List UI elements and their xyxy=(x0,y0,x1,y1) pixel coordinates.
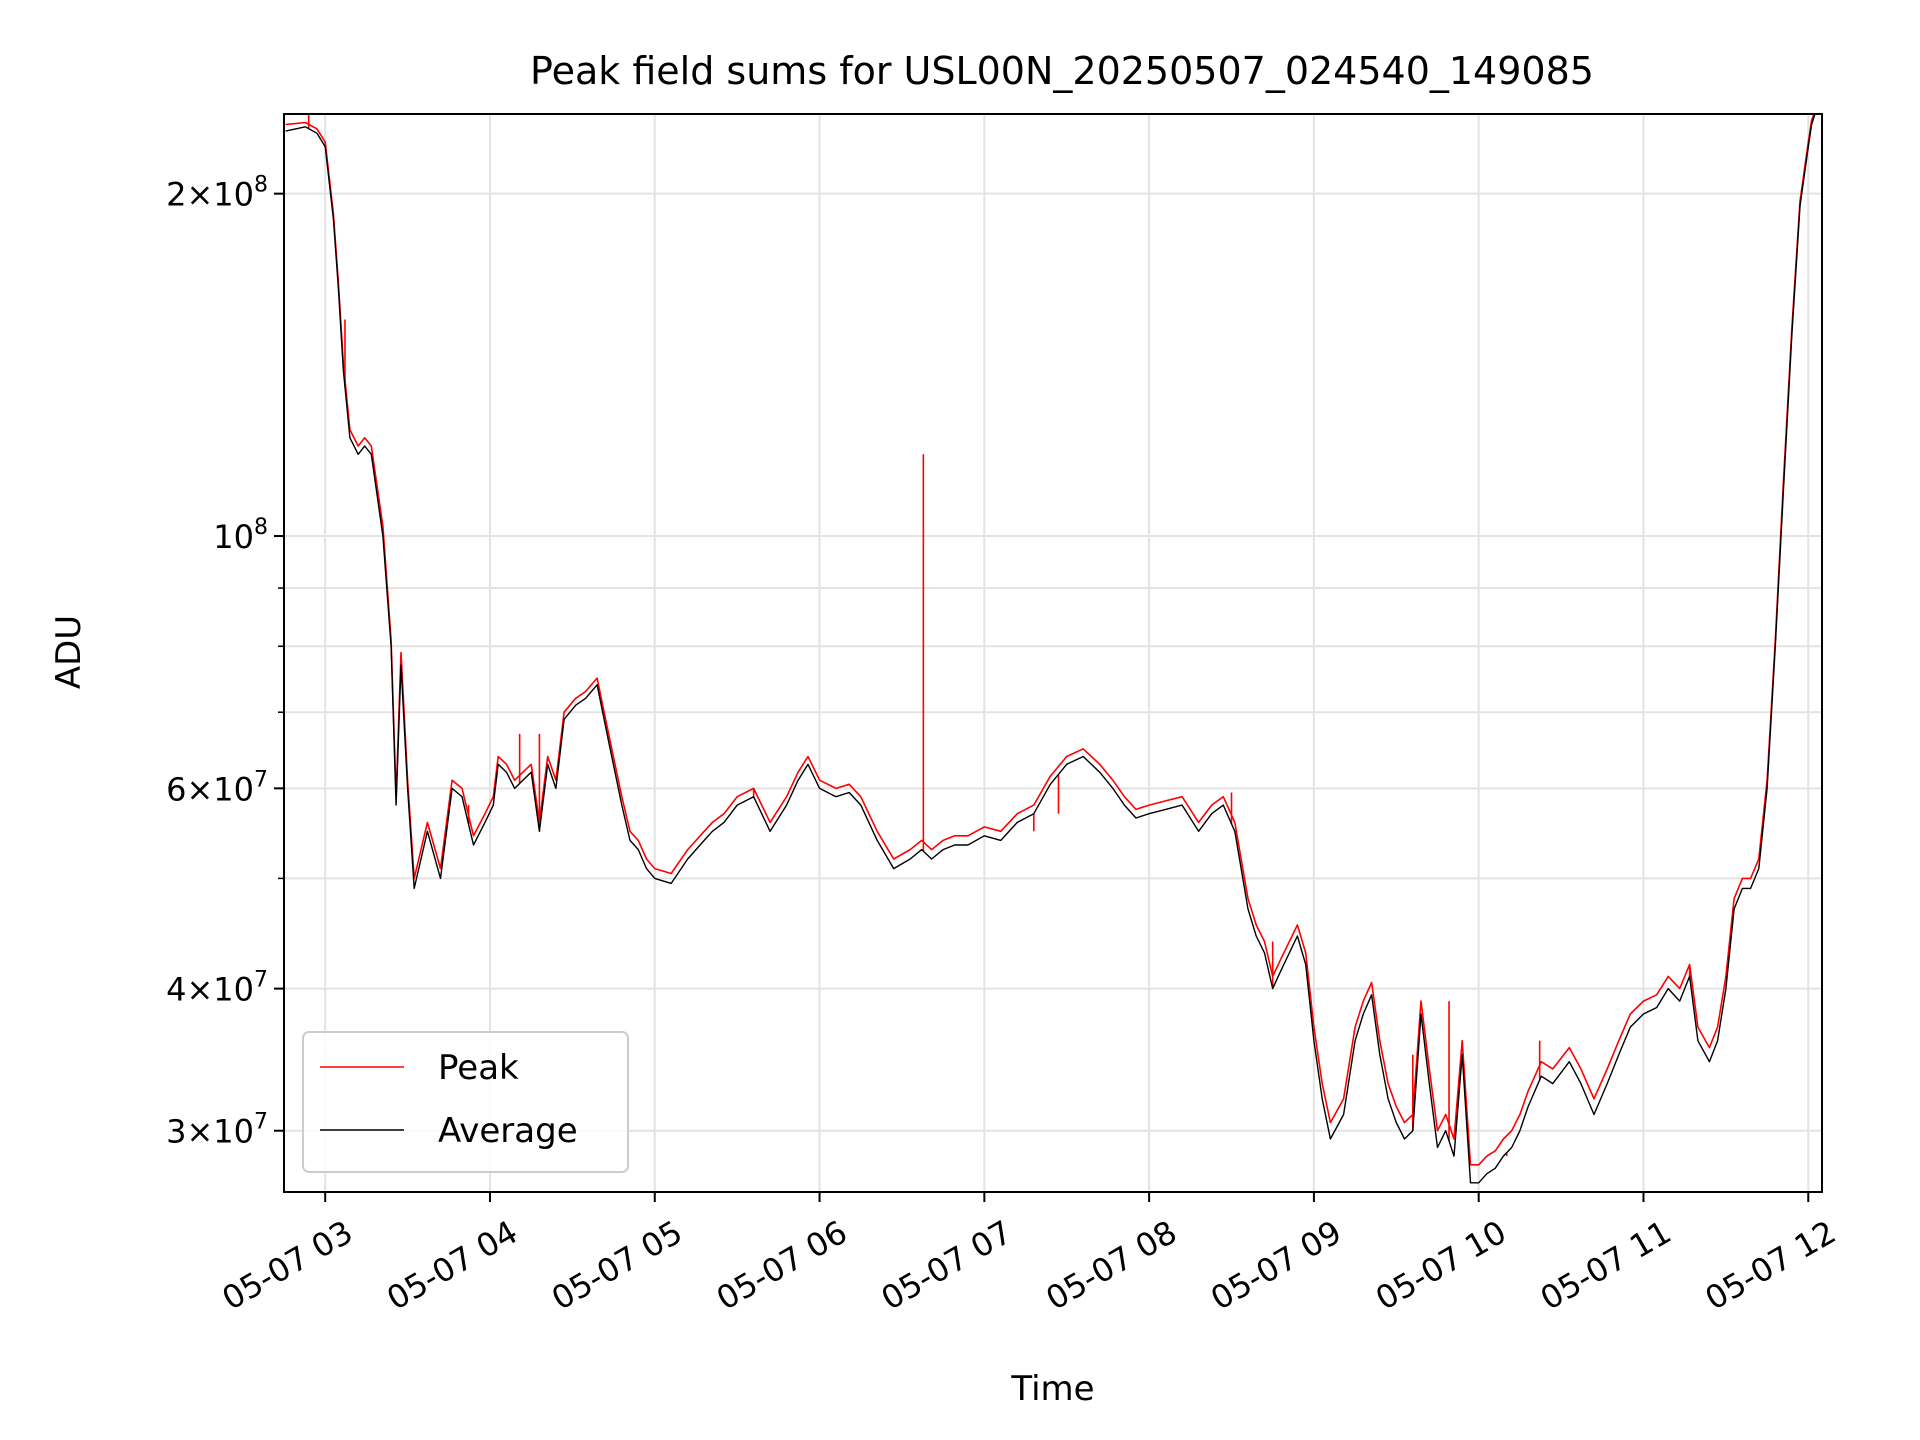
chart-title: Peak field sums for USL00N_20250507_0245… xyxy=(530,49,1594,93)
legend-label-peak: Peak xyxy=(438,1048,519,1088)
plot-frame xyxy=(283,113,1823,1193)
y-tick-label: 6×107 xyxy=(166,767,268,808)
y-tick-exponent: 8 xyxy=(254,173,268,198)
y-tick-label: 4×107 xyxy=(166,968,268,1009)
y-tick-exponent: 7 xyxy=(254,968,268,993)
x-axis-label: Time xyxy=(1010,1369,1094,1409)
y-axis-label: ADU xyxy=(49,615,89,689)
y-axis-ticks: 3×107 4×107 6×107 108 2×108 xyxy=(166,173,284,1151)
y-tick-exponent: 7 xyxy=(254,767,268,792)
series-line-average xyxy=(285,114,1816,1184)
legend-label-average: Average xyxy=(438,1111,578,1151)
y-tick-label: 3×107 xyxy=(166,1110,268,1151)
grid-lines xyxy=(284,114,1822,1192)
y-tick-exponent: 7 xyxy=(254,1110,268,1135)
legend: Peak Average xyxy=(302,1031,629,1173)
series-group xyxy=(285,114,1816,1184)
y-tick-label: 108 xyxy=(213,515,268,556)
series-line-peak xyxy=(285,114,1815,1166)
y-tick-label: 2×108 xyxy=(166,173,268,214)
plot-series xyxy=(285,114,1816,1184)
y-tick-exponent: 8 xyxy=(254,515,268,540)
